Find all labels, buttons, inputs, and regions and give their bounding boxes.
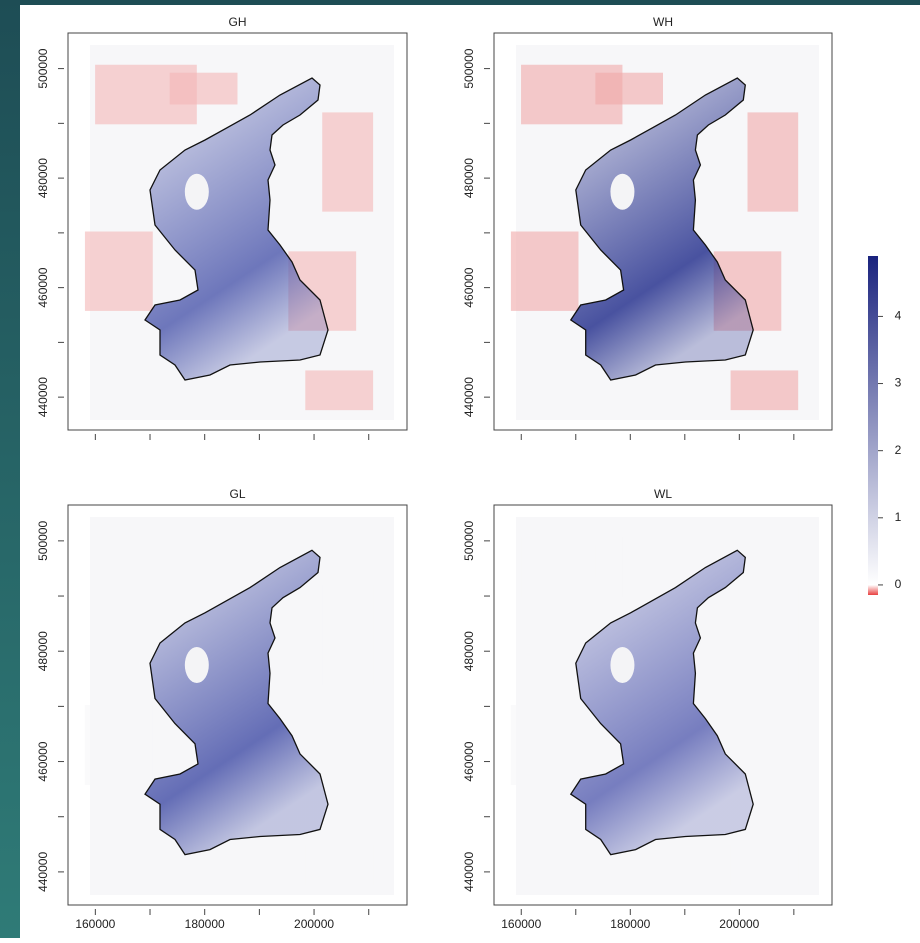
colorbar (868, 256, 878, 595)
plot-frame (493, 32, 833, 431)
land-patch (510, 231, 579, 311)
panel-title: WL (654, 487, 672, 501)
y-tick-label: 480000 (36, 158, 50, 198)
y-tick-label: 500000 (36, 521, 50, 561)
land-patch (322, 112, 374, 212)
plot-frame (67, 32, 408, 431)
lake-fill (145, 550, 328, 855)
panel-title: GH (229, 15, 247, 29)
island (610, 173, 635, 210)
y-tick-label: 460000 (462, 741, 476, 781)
land-patch (169, 72, 238, 105)
panel-title: GL (229, 487, 245, 501)
land-patch (595, 72, 663, 105)
colorbar-tick-label: 2 (895, 443, 902, 457)
island (610, 647, 635, 683)
lake-fill (145, 78, 328, 380)
lake-outline (144, 77, 329, 381)
land-patch (305, 370, 374, 411)
y-tick-label: 480000 (462, 631, 476, 671)
land-patch (747, 585, 799, 685)
colorbar-tick-label: 1 (895, 510, 902, 524)
island (184, 647, 209, 683)
x-tick-label: 200000 (294, 917, 334, 931)
plot-frame (493, 504, 833, 906)
x-tick-label: 180000 (610, 917, 650, 931)
land-patch (84, 231, 153, 311)
colorbar-tick-label: 0 (895, 577, 902, 591)
lake-fill (570, 550, 754, 855)
y-tick-label: 460000 (36, 741, 50, 781)
y-tick-label: 480000 (462, 158, 476, 198)
land-patch (322, 585, 374, 685)
lake-outline (144, 549, 329, 856)
land-patch (730, 845, 799, 885)
land-patch (510, 705, 579, 785)
colorbar-tick-label: 4 (895, 309, 902, 323)
land-patch (84, 705, 153, 785)
x-tick-label: 200000 (719, 917, 759, 931)
y-tick-label: 480000 (36, 631, 50, 671)
y-tick-label: 440000 (36, 377, 50, 417)
lake-outline (569, 549, 754, 856)
land-patch (595, 545, 663, 577)
y-tick-label: 500000 (462, 48, 476, 88)
y-tick-label: 440000 (462, 377, 476, 417)
land-patch (305, 845, 374, 885)
plot-frame (67, 504, 408, 906)
y-tick-label: 440000 (36, 852, 50, 892)
colorbar-tick-label: 3 (895, 376, 902, 390)
lake-fill (570, 78, 754, 380)
x-tick-label: 180000 (185, 917, 225, 931)
y-tick-label: 500000 (36, 48, 50, 88)
y-tick-label: 500000 (462, 521, 476, 561)
x-tick-label: 160000 (75, 917, 115, 931)
land-patch (747, 112, 799, 212)
island (184, 173, 209, 210)
panel-title: WH (653, 15, 673, 29)
lake-outline (569, 77, 754, 381)
land-patch (730, 370, 799, 411)
land-patch (169, 545, 238, 577)
y-tick-label: 460000 (36, 267, 50, 307)
y-tick-label: 460000 (462, 267, 476, 307)
x-tick-label: 160000 (501, 917, 541, 931)
y-tick-label: 440000 (462, 852, 476, 892)
